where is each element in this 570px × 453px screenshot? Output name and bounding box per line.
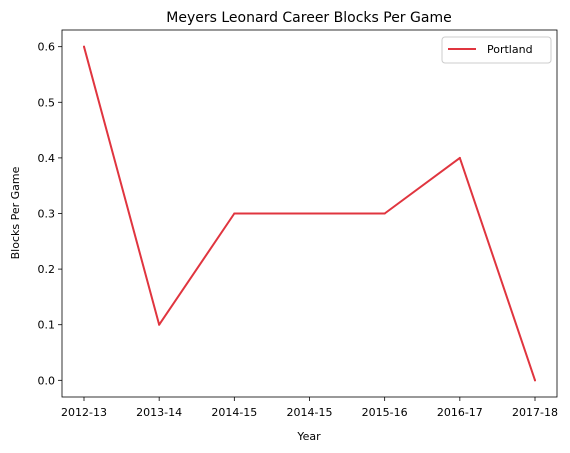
y-tick-label: 0.5	[38, 96, 56, 109]
y-tick-label: 0.4	[38, 152, 56, 165]
x-tick-label: 2017-18	[512, 406, 558, 419]
data-point	[383, 212, 386, 215]
data-point	[158, 323, 161, 326]
data-point	[233, 212, 236, 215]
data-point	[534, 379, 536, 382]
x-tick-label: 2014-15	[287, 406, 333, 419]
data-point	[458, 156, 461, 159]
y-axis-label: Blocks Per Game	[9, 166, 22, 259]
series-layer	[83, 45, 536, 382]
x-tick-label: 2015-16	[362, 406, 408, 419]
x-axis-label: Year	[296, 430, 321, 443]
y-tick-label: 0.1	[38, 319, 56, 332]
legend-label-portland: Portland	[487, 43, 533, 56]
y-tick-label: 0.0	[38, 374, 56, 387]
chart-title: Meyers Leonard Career Blocks Per Game	[166, 10, 451, 26]
legend: Portland	[441, 36, 552, 64]
x-tick-label: 2016-17	[437, 406, 483, 419]
legend-frame	[441, 36, 552, 64]
y-tick-label: 0.3	[38, 208, 56, 221]
data-point	[308, 212, 311, 215]
data-point	[83, 45, 85, 48]
y-axis: 0.0 0.1 0.2 0.3 0.4 0.5 0.6	[38, 41, 62, 387]
x-tick-label: 2014-15	[211, 406, 257, 419]
x-tick-label: 2012-13	[61, 406, 107, 419]
y-tick-label: 0.6	[38, 41, 56, 54]
x-tick-label: 2013-14	[136, 406, 182, 419]
y-tick-label: 0.2	[38, 263, 56, 276]
x-axis: 2012-13 2013-14 2014-15 2014-15 2015-16 2016-…	[61, 397, 558, 419]
